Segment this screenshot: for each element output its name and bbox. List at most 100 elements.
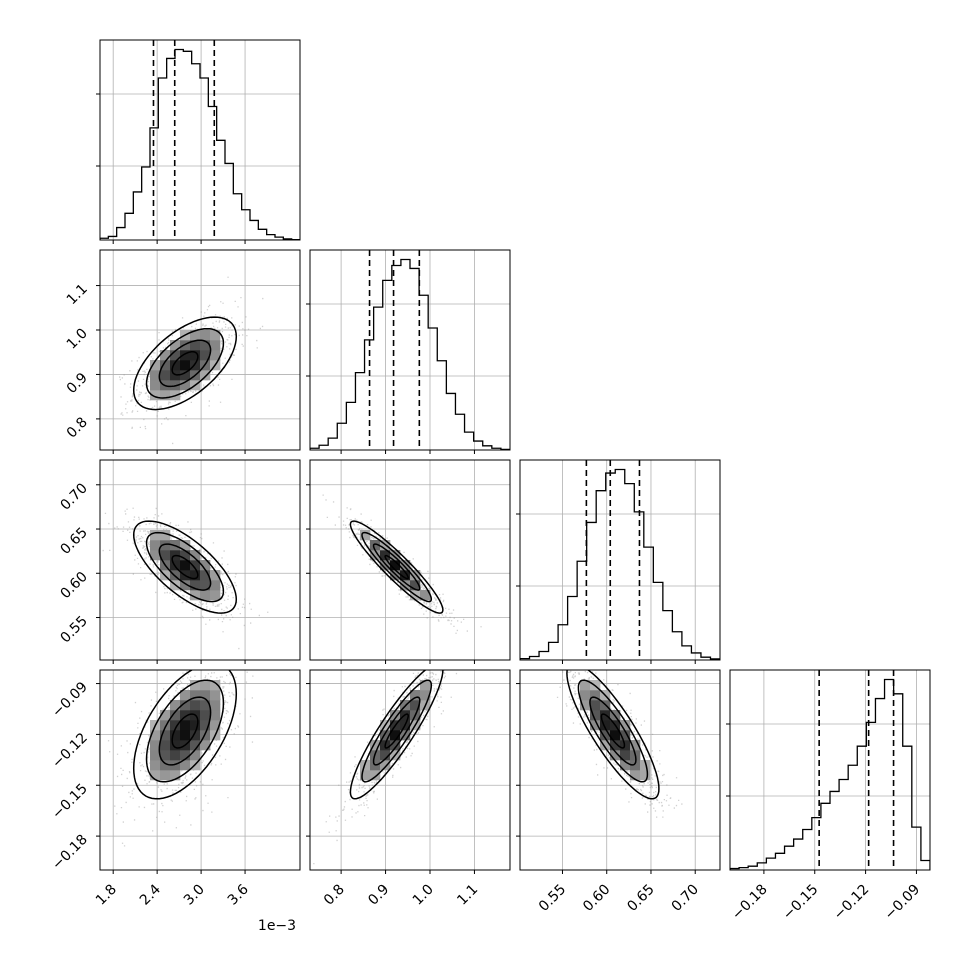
density-cell [190,330,201,341]
density-cell [190,350,201,361]
contour-line [132,316,238,411]
density-cell [370,740,381,751]
density-cell [190,700,201,711]
density-cell [180,550,191,561]
panel-frame [519,459,721,661]
density-cell [420,690,431,701]
panel-frame [729,669,931,871]
density-cell [190,690,201,701]
contour-line [384,713,409,749]
panel-frame [309,249,511,451]
contour-line [384,554,409,580]
panel-frame [99,39,301,241]
density-cell [150,390,161,401]
density-cell [380,760,391,771]
density-cell [200,570,211,581]
density-cell [400,730,411,741]
density-cell [620,730,631,741]
density-cell [210,570,221,581]
density-cell [150,770,161,781]
density-cell [150,550,161,561]
density-cell [170,700,181,711]
density-cell [410,690,421,701]
contour-line [158,543,212,591]
histogram-step [100,48,300,240]
density-cell [150,380,161,391]
density-cell [210,330,221,341]
contour-line [600,713,626,749]
density-cell [160,350,171,361]
density-cell [190,340,201,351]
y-tick-label: 0.8 [64,414,91,441]
density-cell [610,740,621,751]
density-cell [210,690,221,701]
density-cell [360,770,371,781]
density-cell [610,750,621,761]
density-cell [620,760,631,771]
contour-line [171,351,199,376]
density-cell [180,710,191,721]
density-cell [180,750,191,761]
density-cell [200,700,211,711]
density-cell [180,690,191,701]
panel-frame [309,459,511,661]
density-cell [390,560,401,571]
panel-frame [519,669,721,871]
density-cell [170,760,181,771]
density-cell [160,770,171,781]
histogram-step [310,258,510,450]
contour-line [158,696,212,766]
density-cell [590,720,601,731]
density-cell [190,360,201,371]
density-cell [600,730,611,741]
density-cell [380,730,391,741]
panel-3-2: 0.55 0.60 0.65 0.70 [516,669,721,915]
y-tick-label: 1.1 [64,281,91,308]
x-tick-label: −0.09 [882,882,924,924]
y-tick-label: 0.70 [57,480,90,513]
density-cell [580,690,591,701]
contour-line [361,531,433,603]
density-cell [180,700,191,711]
x-tick-label: 1.1 [454,882,481,909]
density-cell [160,540,171,551]
contour-line [145,679,225,783]
panel-1-1 [306,249,511,454]
density-cell [210,340,221,351]
density-cell [150,760,161,771]
density-cell [180,760,191,771]
panel-frame [99,459,301,661]
density-cell [620,750,631,761]
density-cell [200,580,211,591]
density-cell [200,710,211,721]
density-cell [420,590,431,601]
density-cell [400,580,411,591]
x-offset-label: 1e−3 [258,918,296,934]
density-cell [600,720,611,731]
density-cell [580,680,591,691]
density-cell [190,570,201,581]
density-cell [620,720,631,731]
density-cell [170,710,181,721]
x-tick-label: 0.60 [580,882,613,915]
contour-line [171,713,199,749]
panel-2-0: 0.55 0.60 0.65 0.70 [57,459,301,664]
y-tick-label: 0.60 [57,569,90,602]
density-cell [180,350,191,361]
contour-line [171,554,199,580]
contour-line [349,670,444,800]
density-cell [200,350,211,361]
density-cell [390,550,401,561]
density-cell [200,680,211,691]
density-cell [170,720,181,731]
density-cell [190,720,201,731]
panel-2-1 [306,459,511,664]
density-cell [200,590,211,601]
density-cell [210,350,221,361]
density-cell [190,580,201,591]
density-cell [200,340,211,351]
y-tick-label: 0.65 [57,525,90,558]
contour-line [372,543,421,591]
x-tick-label: 0.65 [624,882,657,915]
density-cell [370,770,381,781]
